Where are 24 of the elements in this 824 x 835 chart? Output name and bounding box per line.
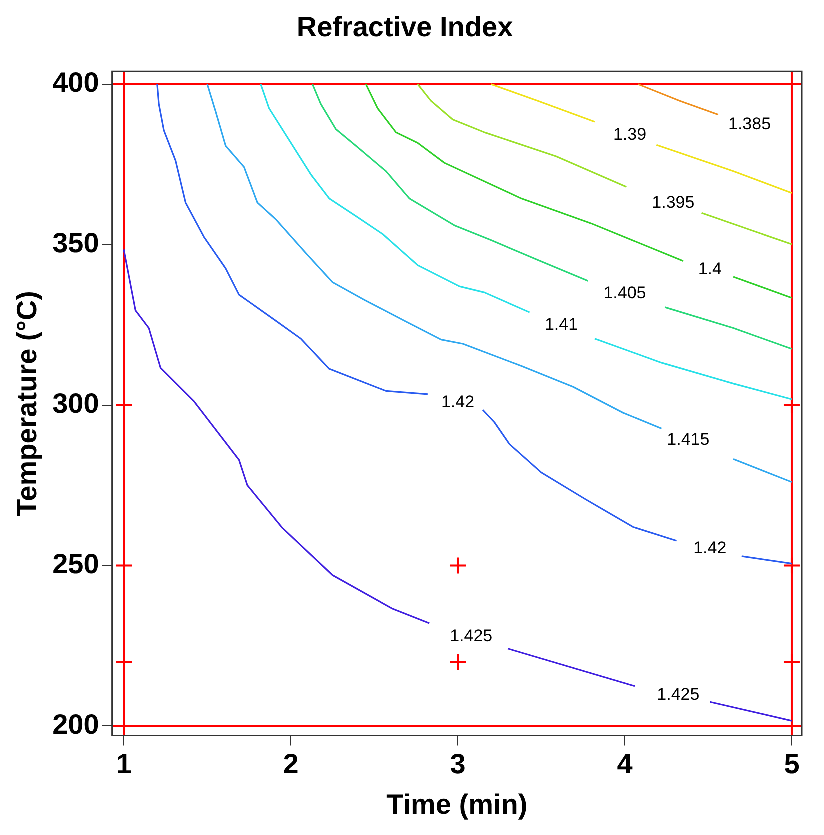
x-tick-label: 3 — [450, 748, 466, 780]
series-label: 1.39 — [613, 124, 647, 144]
text: 1.42 — [694, 538, 727, 558]
x-axis-title: Time (min) — [386, 788, 528, 820]
series-label: 1.405 — [604, 283, 646, 302]
text: 1.425 — [450, 626, 493, 646]
y-tick-label: 300 — [52, 388, 100, 420]
y-tick-label: 400 — [52, 67, 100, 98]
x-tick-label: 2 — [283, 748, 299, 780]
x-tick-label: 1 — [116, 748, 132, 780]
x-tick-label: 4 — [617, 748, 634, 780]
series-label: 1.385 — [728, 114, 772, 134]
y-tick-label: 250 — [52, 548, 100, 580]
y-axis-title: Temperature (°C) — [12, 291, 43, 516]
series-label: 1.41 — [544, 315, 578, 334]
series-label: 1.415 — [667, 430, 710, 449]
chart-title: Refractive Index — [296, 12, 514, 43]
y-tick-label: 350 — [52, 228, 100, 259]
series-label: 1.42 — [441, 392, 475, 412]
series-label: 1.4 — [698, 259, 722, 278]
y-tick-label: 200 — [52, 708, 100, 740]
series-label: 1.395 — [652, 192, 695, 212]
x-tick-label: 5 — [784, 748, 800, 780]
series-label: 1.425 — [657, 685, 700, 704]
